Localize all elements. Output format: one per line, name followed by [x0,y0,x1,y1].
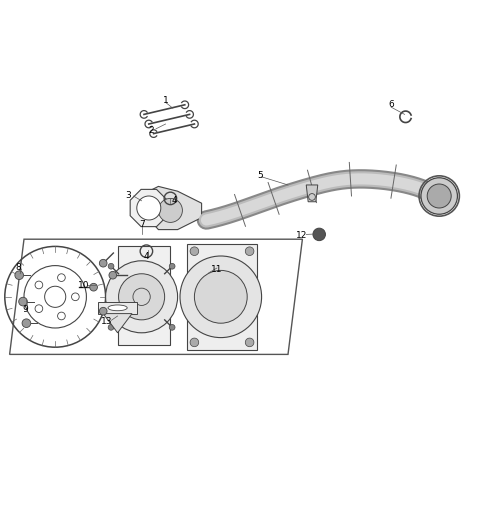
Text: 9: 9 [22,305,28,314]
Circle shape [108,325,114,330]
Circle shape [421,178,457,214]
Circle shape [313,228,325,241]
Circle shape [15,271,24,280]
Circle shape [109,271,117,279]
Text: 3: 3 [126,191,132,201]
Circle shape [427,184,451,208]
Circle shape [99,260,107,267]
Circle shape [190,338,199,347]
Circle shape [19,297,27,306]
Circle shape [99,307,107,315]
Text: 11: 11 [211,265,223,274]
Text: 12: 12 [296,231,307,240]
Circle shape [108,263,114,269]
Text: 5: 5 [257,171,263,180]
Circle shape [137,196,161,220]
Text: 4: 4 [144,252,149,262]
Circle shape [245,338,254,347]
Polygon shape [118,246,170,345]
Polygon shape [130,189,168,227]
Circle shape [245,247,254,255]
Circle shape [194,270,247,323]
Circle shape [90,283,97,291]
Text: 10: 10 [78,281,90,290]
Polygon shape [98,302,137,313]
Circle shape [22,319,31,328]
Circle shape [119,274,165,320]
Circle shape [169,263,175,269]
Polygon shape [306,185,318,202]
Polygon shape [103,313,132,333]
Circle shape [190,247,199,255]
Text: 4: 4 [171,196,177,205]
Polygon shape [187,244,257,350]
Circle shape [158,199,182,222]
Text: 2: 2 [148,126,154,135]
Polygon shape [139,186,202,229]
Circle shape [180,256,262,337]
Text: 7: 7 [139,220,144,229]
Text: 6: 6 [388,100,394,109]
Ellipse shape [108,305,127,311]
Circle shape [169,325,175,330]
Text: 8: 8 [15,264,21,272]
Text: 1: 1 [163,96,168,105]
Text: 13: 13 [101,317,112,326]
Circle shape [106,261,178,333]
